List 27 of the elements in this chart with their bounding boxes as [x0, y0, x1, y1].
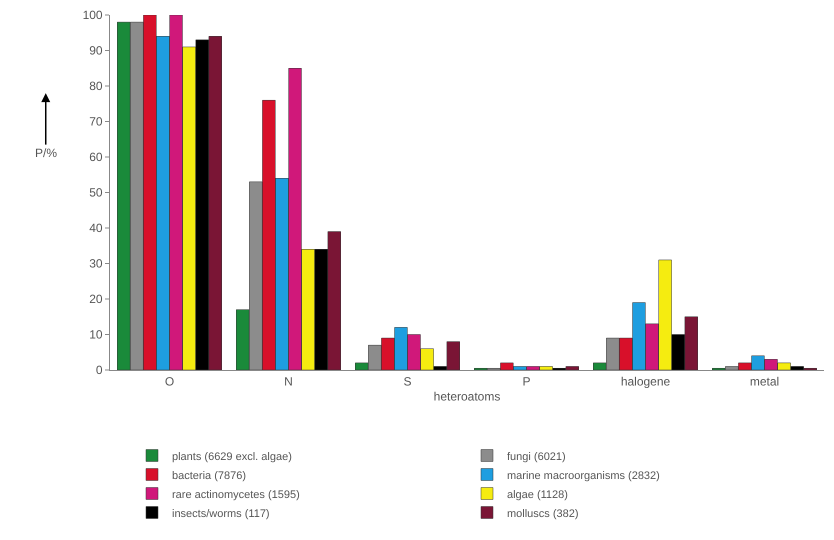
y-tick-label: 100: [82, 8, 103, 22]
y-tick-label: 0: [96, 363, 103, 378]
y-axis-title: P/%: [35, 146, 58, 160]
y-tick-label: 20: [89, 292, 103, 306]
x-tick-label: metal: [750, 374, 780, 388]
y-tick-label: 60: [89, 150, 103, 164]
x-tick-label: P: [522, 374, 531, 388]
legend-label: rare actinomycetes (1595): [172, 488, 300, 501]
y-tick-label: 90: [89, 44, 103, 58]
y-tick-label: 80: [89, 79, 103, 94]
legend-label: algae (1128): [507, 488, 568, 501]
x-tick-label: O: [164, 374, 174, 388]
legend-label: molluscs (382): [507, 508, 579, 520]
x-tick-label: N: [284, 374, 293, 388]
y-tick-label: 30: [89, 256, 103, 271]
legend-label: plants (6629 excl. algae): [172, 450, 292, 463]
legend-label: bacteria (7876): [172, 470, 246, 482]
legend-label: marine macroorganisms (2832): [507, 470, 660, 482]
y-tick-label: 50: [89, 186, 103, 200]
x-axis-title: heteroatoms: [434, 389, 500, 404]
legend-label: fungi (6021): [507, 450, 566, 463]
x-tick-label: S: [403, 374, 412, 388]
legend-label: insects/worms (117): [172, 508, 270, 520]
y-tick-label: 40: [89, 221, 103, 236]
y-tick-label: 10: [89, 328, 103, 342]
y-tick-label: 70: [89, 114, 103, 129]
x-tick-label: halogene: [620, 374, 671, 388]
